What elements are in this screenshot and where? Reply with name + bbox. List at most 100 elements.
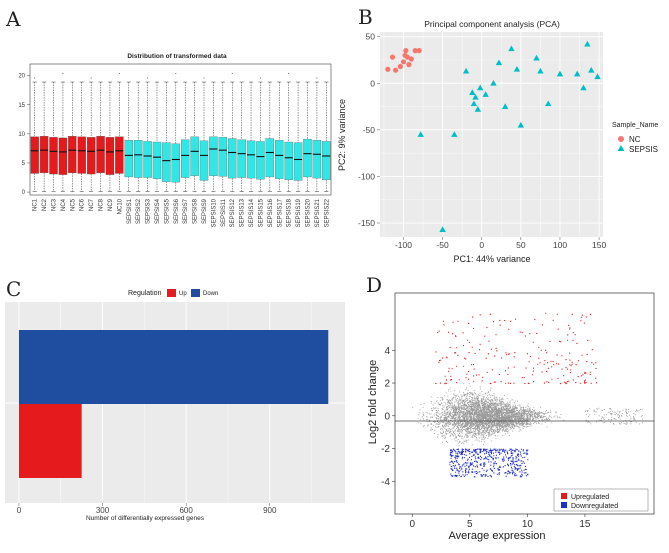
box-sepsis13 bbox=[237, 139, 246, 178]
pca-xlabel: PC1: 44% variance bbox=[453, 254, 530, 264]
pca-panel: Principal component analysis (PCA) -100 -… bbox=[337, 19, 658, 264]
ma-ytick-label: 2 bbox=[384, 379, 390, 390]
pca-xtick-label: 150 bbox=[592, 240, 606, 250]
box-sepsis12 bbox=[228, 138, 237, 179]
box-sepsis9 bbox=[199, 140, 209, 181]
pca-legend-nc-marker bbox=[618, 136, 624, 142]
boxplot-ytick-label: 10 bbox=[18, 132, 25, 138]
bar-xtick-label: 0 bbox=[17, 506, 22, 515]
bar-down bbox=[18, 330, 329, 404]
pca-ytick-label: -100 bbox=[358, 171, 375, 181]
box-outlier bbox=[147, 77, 149, 79]
ma-xlabel: Average expression bbox=[448, 530, 545, 542]
bar-legend-up-label: Up bbox=[179, 291, 187, 297]
bar-xtick-label: 300 bbox=[96, 506, 110, 515]
ma-xtick-label: 0 bbox=[409, 519, 415, 530]
ma-ytick-label: -4 bbox=[381, 477, 390, 488]
boxplot-title: Distribution of transformed data bbox=[127, 53, 227, 60]
box-sepsis21 bbox=[312, 140, 322, 179]
panel-label-d: D bbox=[366, 273, 382, 297]
box-sepsis7 bbox=[181, 139, 190, 178]
boxplot-category-label: SEPSIS16 bbox=[268, 198, 274, 227]
pca-ytick-label: 0 bbox=[370, 78, 375, 88]
pca-ytick-label: 50 bbox=[366, 32, 376, 42]
ma-xtick-label: 15 bbox=[579, 519, 591, 530]
box-sepsis11 bbox=[218, 137, 228, 177]
pca-point-nc bbox=[389, 54, 396, 60]
pca-point-sepsis bbox=[470, 100, 478, 107]
pca-point-sepsis bbox=[472, 93, 479, 100]
panel-label-c: C bbox=[6, 277, 21, 301]
boxplot-category-label: SEPSIS21 bbox=[315, 198, 321, 227]
boxplot-category-label: SEPSIS1 bbox=[127, 198, 133, 224]
boxplot-category-label: NC1 bbox=[33, 198, 39, 211]
boxplot-category-label: NC10 bbox=[117, 198, 123, 214]
boxplot-category-label: SEPSIS22 bbox=[324, 198, 330, 227]
ma-points-downregulated bbox=[449, 448, 529, 478]
boxplot-category-label: SEPSIS19 bbox=[296, 198, 302, 227]
boxplot-category-label: SEPSIS15 bbox=[258, 198, 264, 227]
pca-point-sepsis bbox=[573, 70, 581, 77]
bar-up bbox=[18, 404, 82, 478]
box-nc2 bbox=[39, 136, 49, 174]
pca-point-sepsis bbox=[451, 131, 458, 137]
pca-legend-sepsis-label: SEPSIS bbox=[629, 145, 658, 154]
ma-legend-up-swatch bbox=[561, 493, 567, 499]
ma-legend-up-label: Upregulated bbox=[571, 494, 609, 501]
pca-point-nc bbox=[397, 63, 403, 70]
ma-ytick-label: 4 bbox=[384, 346, 390, 357]
box-sepsis1 bbox=[124, 140, 133, 178]
ma-legend-down-swatch bbox=[561, 502, 567, 508]
boxplot-ytick-label: 20 bbox=[18, 74, 25, 80]
boxplot-category-label: NC4 bbox=[61, 198, 67, 211]
pca-point-nc bbox=[412, 48, 418, 54]
bar-legend-down-label: Down bbox=[203, 291, 218, 297]
pca-point-sepsis bbox=[517, 121, 525, 128]
ma-ylabel: Log2 fold change bbox=[367, 360, 379, 444]
pca-xtick-label: 0 bbox=[479, 240, 484, 250]
pca-point-sepsis bbox=[469, 89, 476, 95]
pca-point-sepsis bbox=[580, 84, 587, 91]
box-nc7 bbox=[86, 137, 96, 175]
pca-point-sepsis bbox=[417, 131, 424, 137]
pca-point-sepsis bbox=[533, 54, 540, 61]
ma-legend-box bbox=[553, 488, 649, 512]
box-sepsis22 bbox=[322, 141, 331, 181]
box-sepsis10 bbox=[209, 136, 218, 176]
pca-point-sepsis bbox=[482, 91, 489, 97]
boxplot-category-label: SEPSIS2 bbox=[136, 198, 142, 224]
boxplot-category-label: SEPSIS18 bbox=[287, 198, 293, 227]
box-nc10 bbox=[115, 136, 124, 174]
pca-point-nc bbox=[408, 56, 414, 62]
pca-point-sepsis bbox=[476, 84, 484, 91]
box-outlier bbox=[62, 72, 64, 74]
boxplot-category-label: NC2 bbox=[42, 198, 48, 211]
pca-ytick-label: -150 bbox=[358, 218, 375, 228]
pca-point-sepsis bbox=[588, 66, 595, 73]
panel-label-a: A bbox=[5, 7, 21, 31]
box-sepsis17 bbox=[275, 140, 284, 179]
boxplot-category-label: SEPSIS20 bbox=[305, 198, 311, 227]
box-nc1 bbox=[30, 136, 39, 174]
boxplot-ytick-label: 5 bbox=[22, 161, 26, 167]
pca-legend-sepsis-marker bbox=[617, 145, 625, 151]
bar-xtick-label: 600 bbox=[179, 506, 193, 515]
box-outlier bbox=[288, 72, 290, 74]
box-outlier bbox=[118, 72, 120, 74]
pca-legend-title: Sample_Name bbox=[612, 122, 658, 129]
box-sepsis20 bbox=[303, 138, 312, 178]
boxplot-panel: Distribution of transformed data 0 5 10 15 2… bbox=[18, 53, 332, 227]
pca-point-sepsis bbox=[584, 40, 591, 47]
pca-point-sepsis bbox=[501, 103, 509, 109]
boxplot-category-label: SEPSIS7 bbox=[183, 198, 189, 224]
box-sepsis14 bbox=[246, 140, 256, 179]
boxplot-category-label: SEPSIS10 bbox=[211, 198, 217, 227]
boxplot-category-label: SEPSIS12 bbox=[230, 198, 236, 227]
pca-point-sepsis bbox=[490, 79, 497, 86]
box-nc8 bbox=[96, 136, 105, 174]
box-sepsis6 bbox=[171, 143, 180, 183]
boxplot-category-label: NC5 bbox=[70, 198, 76, 211]
boxplot-category-label: SEPSIS8 bbox=[193, 198, 199, 224]
